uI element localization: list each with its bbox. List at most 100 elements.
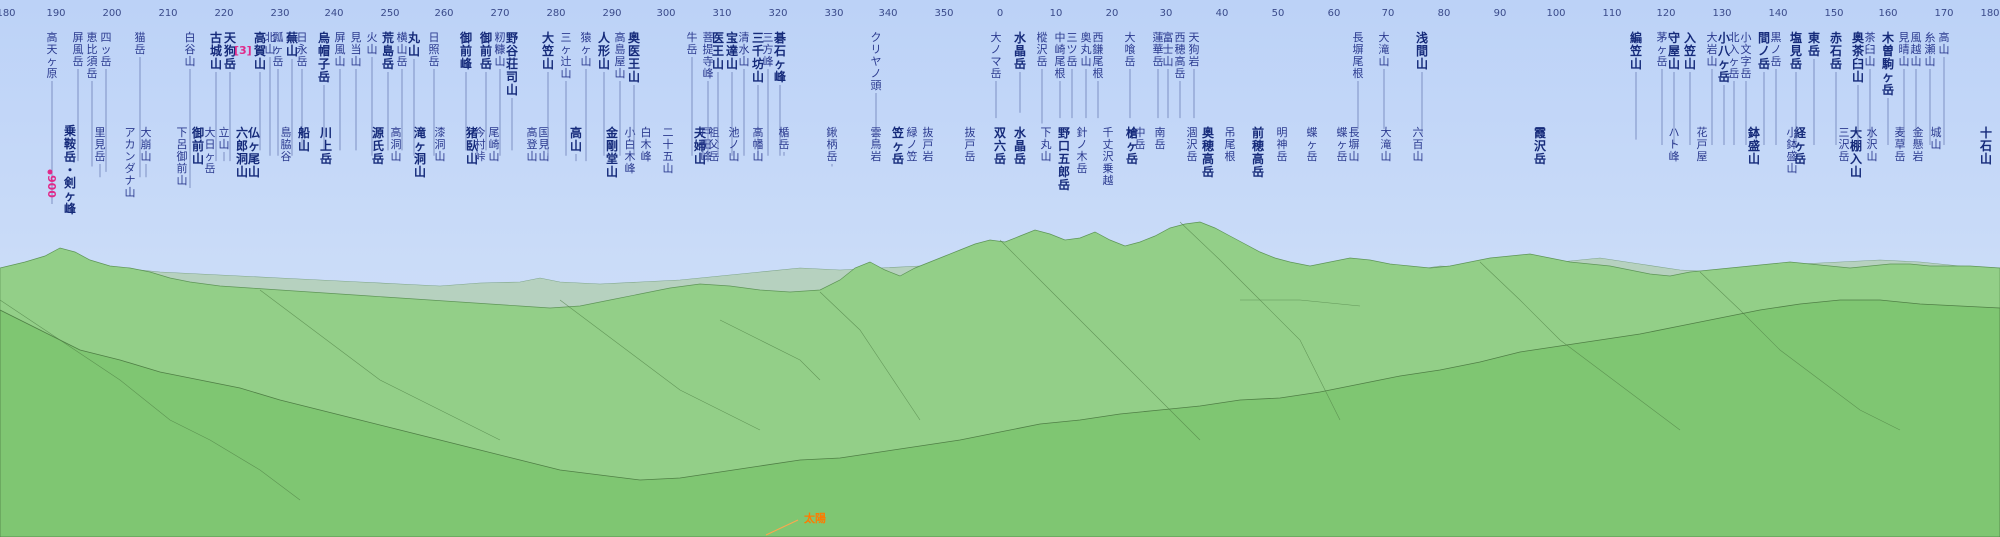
peak-label: 見当山	[351, 31, 362, 68]
peak-label: 夫婦山	[693, 125, 707, 166]
peak-label: 大喰岳	[1125, 30, 1136, 68]
azimuth-tick-label: 260	[434, 8, 453, 19]
peak-label: 茅ヶ岳	[1657, 31, 1668, 68]
azimuth-tick-label: 220	[214, 8, 233, 19]
azimuth-tick-label: 340	[878, 8, 897, 19]
peak-label: 霞沢岳	[1534, 126, 1547, 166]
peak-label: 守屋山	[1668, 30, 1680, 71]
peak-label: 長塀山	[1349, 126, 1360, 163]
viewpoint: 太陽	[765, 511, 826, 536]
peak-label: 浅間山	[1416, 30, 1428, 71]
peak-label: 西鎌尾根	[1093, 31, 1104, 80]
peak-label: 高登山	[527, 125, 538, 163]
azimuth-tick-label: 200	[102, 8, 121, 19]
peak-label: 古城山	[210, 30, 222, 71]
peak-label: ハト峰	[1669, 126, 1680, 163]
peak-label: 高賀山	[253, 30, 266, 71]
peak-label: 人形山	[598, 30, 611, 71]
peak-label: 籾糠山	[495, 31, 506, 68]
peak-label: 御前山	[191, 125, 204, 166]
peak-label: 中崎尾根	[1055, 31, 1066, 80]
peak-label: 抜戸岳	[965, 125, 976, 163]
azimuth-tick-label: 160	[1878, 8, 1897, 19]
peak-label: 里見岳	[95, 126, 106, 163]
peak-label: 三方峰	[763, 31, 774, 68]
peak-label: 日永岳	[297, 31, 308, 68]
peak-label: 蕪山	[286, 30, 298, 58]
peak-label: 間ノ岳	[1758, 31, 1770, 71]
peak-label: 南岳	[1155, 126, 1166, 151]
peak-label: 吊尾根	[1225, 126, 1236, 163]
elevation-marker: 900	[45, 175, 58, 198]
peak-label: 高洞山	[391, 125, 402, 163]
peak-label: 屏風山	[335, 31, 346, 68]
peak-label: 下呂御前山	[177, 126, 188, 187]
viewpoint-label: 太陽	[803, 511, 826, 525]
peak-label: 水晶岳	[1014, 125, 1027, 166]
peak-label: 大滝山	[1381, 125, 1392, 163]
peak-label: 高山	[570, 125, 582, 153]
peak-label: 編笠山	[1629, 30, 1642, 71]
azimuth-tick-label: 170	[1934, 8, 1953, 19]
azimuth-tick-label: 0	[997, 8, 1003, 19]
peak-label: 恵比須岳	[87, 30, 98, 80]
peak-label: 源氏岳	[372, 125, 384, 166]
peak-label: 城山	[1931, 126, 1942, 151]
peak-label: 三ツ岳	[1067, 31, 1078, 68]
elevation-marker-dot	[47, 169, 53, 175]
azimuth-tick-label: 20	[1106, 8, 1119, 19]
peak-label: 碁石ヶ峰	[773, 30, 787, 84]
peak-label: 三ヶ辻山	[561, 31, 572, 80]
peak-label: 大滝山	[1379, 30, 1390, 68]
peak-label: 大ノマ岳	[991, 30, 1002, 80]
azimuth-tick-label: 230	[270, 8, 289, 19]
peak-label: 丸山	[407, 30, 421, 58]
azimuth-tick-label: 180	[0, 8, 16, 19]
azimuth-tick-label: 110	[1602, 8, 1621, 19]
peak-label: 船山	[298, 125, 310, 153]
peak-label: 下丸山	[1041, 126, 1052, 163]
peak-label: 見晴山	[1899, 31, 1910, 68]
peak-label: 木曽駒ヶ岳	[1881, 30, 1895, 97]
peak-label: 仏ヶ尾山	[248, 126, 260, 179]
peak-label: 槍ヶ岳	[1126, 125, 1139, 166]
peak-label: 祖父岳	[709, 125, 720, 163]
azimuth-tick-label: 290	[602, 8, 621, 19]
peak-label: 今村峠	[475, 125, 486, 163]
peak-label: 明神岳	[1277, 126, 1288, 163]
peak-label: 北山	[265, 31, 276, 56]
peak-label: 針ノ木岳	[1077, 125, 1088, 175]
peak-label: 菩提寺峰	[703, 31, 714, 80]
index-marker: [3]	[234, 44, 252, 57]
peak-label: 風越山	[1911, 31, 1922, 68]
peak-label: 荒島岳	[381, 30, 394, 71]
viewpoint-leader	[765, 519, 799, 536]
peak-label: 猿ヶ山	[581, 30, 592, 68]
peak-label: 高天ヶ原	[47, 30, 58, 80]
peak-label: 北入ヶ岳	[1729, 31, 1740, 80]
peak-label: 抜戸岩	[923, 125, 934, 163]
peak-label: 奥丸山	[1081, 30, 1092, 68]
azimuth-tick-label: 100	[1546, 8, 1565, 19]
azimuth-tick-label: 350	[934, 8, 953, 19]
peak-label: 双六岳	[994, 126, 1006, 166]
peak-label: 大岩山	[1707, 30, 1718, 68]
azimuth-tick-label: 320	[768, 8, 787, 19]
near-ridge	[0, 299, 2000, 537]
peak-label: 金懸岩	[1913, 125, 1924, 163]
peak-label: 池ノ山	[729, 126, 740, 163]
peak-label: 茶臼山	[1865, 31, 1876, 68]
peak-label: 天狗岳	[224, 31, 237, 71]
peak-label: 白木峰	[641, 125, 652, 163]
azimuth-tick-label: 190	[46, 8, 65, 19]
peak-label: 戸田峰	[701, 126, 712, 163]
peak-label: 国見山	[539, 126, 550, 163]
azimuth-tick-label: 50	[1272, 8, 1285, 19]
peak-label: 緑ノ笠	[907, 125, 918, 163]
peak-label: 前穂高岳	[1252, 125, 1264, 179]
peak-label: 医王山	[712, 31, 724, 71]
azimuth-tick-label: 330	[824, 8, 843, 19]
peak-label: 蝶ヶ岳	[1337, 125, 1348, 163]
